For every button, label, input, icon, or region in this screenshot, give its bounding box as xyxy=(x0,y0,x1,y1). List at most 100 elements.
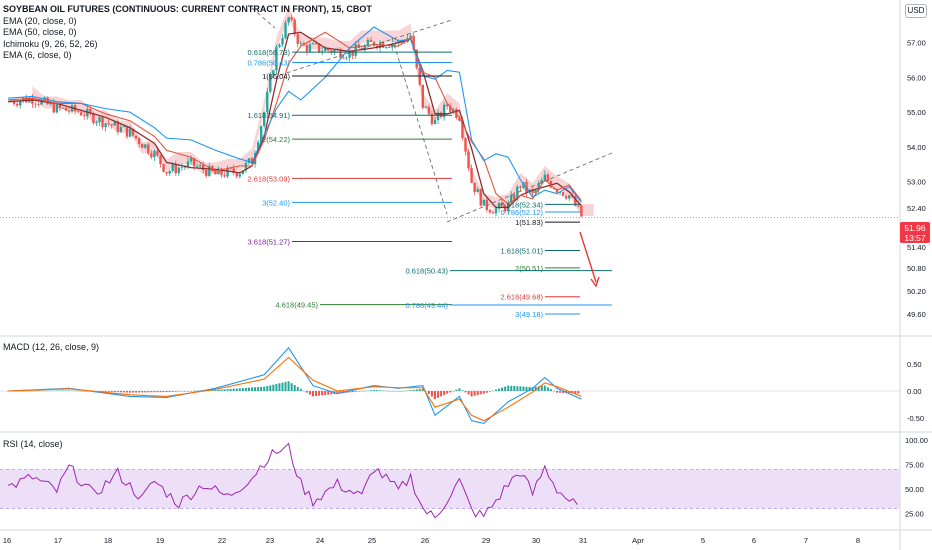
candle-body xyxy=(363,45,367,51)
projection-arrow-head xyxy=(590,276,600,288)
candle-body xyxy=(168,170,171,174)
macd-hist-bar xyxy=(522,386,525,391)
candle-body xyxy=(345,57,348,59)
fib-level-label: 3.618(51.27) xyxy=(247,238,290,247)
macd-hist-bar xyxy=(31,390,34,392)
ema20-legend[interactable]: EMA (20, close, 0) xyxy=(3,15,77,26)
currency-badge[interactable]: USD xyxy=(905,4,927,18)
macd-tick-label: -0.50 xyxy=(907,414,924,423)
candle-body xyxy=(195,166,199,167)
macd-hist-bar xyxy=(43,390,46,392)
time-tick-label: 29 xyxy=(482,536,490,545)
macd-hist-bar xyxy=(437,391,440,398)
candle-body xyxy=(156,150,159,156)
macd-hist-bar xyxy=(260,386,263,391)
candle-body xyxy=(324,48,327,52)
candle-body xyxy=(98,117,101,123)
price-tick-label: 57.00 xyxy=(907,39,926,48)
candle-body xyxy=(61,107,65,109)
macd-hist-bar xyxy=(58,390,61,392)
fib-level-label: 1(56.04) xyxy=(262,72,290,81)
candle-body xyxy=(372,41,376,46)
macd-hist-bar xyxy=(348,391,351,393)
candle-body xyxy=(259,126,263,143)
macd-hist-bar xyxy=(519,386,522,391)
macd-hist-bar xyxy=(71,390,74,392)
macd-hist-bar xyxy=(174,391,177,392)
macd-hist-bar xyxy=(495,389,497,391)
candle-body xyxy=(491,212,495,214)
candle-body xyxy=(388,47,391,48)
macd-hist-bar xyxy=(415,389,418,391)
candle-body xyxy=(76,111,80,113)
candle-body xyxy=(397,40,400,44)
candle-body xyxy=(147,144,150,154)
candle-body xyxy=(534,190,537,193)
candle-body xyxy=(522,182,525,189)
macd-hist-bar xyxy=(546,387,549,391)
candle-body xyxy=(470,168,473,183)
macd-hist-bar xyxy=(132,391,135,393)
candle-body xyxy=(110,124,113,126)
candle-body xyxy=(369,39,373,42)
time-tick-label: 7 xyxy=(804,536,808,545)
candle-body xyxy=(430,113,434,125)
macd-hist-bar xyxy=(244,387,247,391)
macd-hist-bar xyxy=(34,390,37,392)
macd-hist-bar xyxy=(482,391,485,394)
macd-hist-bar xyxy=(287,381,290,391)
macd-hist-bar xyxy=(135,391,138,393)
candle-body xyxy=(299,43,302,45)
macd-hist-bar xyxy=(443,391,446,396)
candle-body xyxy=(458,117,461,121)
trendline-dashed xyxy=(391,37,448,215)
macd-hist-bar xyxy=(327,391,330,395)
candle-body xyxy=(83,115,86,117)
macd-hist-bar xyxy=(476,391,479,396)
macd-hist-bar xyxy=(464,391,467,393)
candle-body xyxy=(19,101,22,106)
candle-body xyxy=(473,182,476,193)
candle-body xyxy=(180,167,184,169)
candle-body xyxy=(214,171,217,175)
macd-hist-bar xyxy=(574,391,577,394)
macd-hist-bar xyxy=(257,387,260,391)
trendline-dashed xyxy=(279,19,453,76)
macd-hist-bar xyxy=(214,389,217,391)
candle-body xyxy=(12,101,16,104)
ema6-legend[interactable]: EMA (6, close, 0) xyxy=(3,50,72,60)
macd-hist-bar xyxy=(302,390,305,392)
macd-hist-bar xyxy=(299,388,302,391)
candle-body xyxy=(101,117,104,128)
candle-body xyxy=(162,164,165,172)
macd-hist-bar xyxy=(107,391,110,392)
macd-hist-bar xyxy=(125,391,128,393)
macd-hist-bar xyxy=(403,390,406,392)
time-tick-label: 5 xyxy=(701,536,705,545)
trendline-dashed xyxy=(446,152,613,223)
candle-body xyxy=(217,168,220,175)
rsi-label: RSI (14, close) xyxy=(3,439,63,449)
candle-body xyxy=(183,166,187,168)
macd-hist-bar xyxy=(315,391,318,397)
macd-hist-bar xyxy=(385,390,388,392)
macd-hist-bar xyxy=(284,381,287,391)
macd-hist-bar xyxy=(269,385,272,391)
candle-body xyxy=(89,109,92,113)
macd-hist-bar xyxy=(470,391,473,397)
macd-hist-bar xyxy=(360,391,363,392)
ichimoku-legend[interactable]: Ichimoku (9, 26, 52, 26) xyxy=(3,38,98,49)
candle-body xyxy=(37,104,40,105)
macd-legend[interactable]: MACD (12, 26, close, 9) xyxy=(3,342,99,354)
ema50-legend[interactable]: EMA (50, close, 0) xyxy=(3,27,77,37)
fib-level-label: 1.618(51.01) xyxy=(500,247,543,256)
macd-hist-bar xyxy=(28,390,31,392)
candle-body xyxy=(311,43,315,45)
symbol-title[interactable]: SOYBEAN OIL FUTURES (CONTINUOUS: CURRENT… xyxy=(3,4,372,14)
macd-hist-bar xyxy=(183,391,186,392)
macd-hist-bar xyxy=(571,391,574,394)
macd-hist-bar xyxy=(254,387,257,391)
candle-body xyxy=(202,165,205,171)
rsi-legend[interactable]: RSI (14, close) xyxy=(3,439,63,451)
